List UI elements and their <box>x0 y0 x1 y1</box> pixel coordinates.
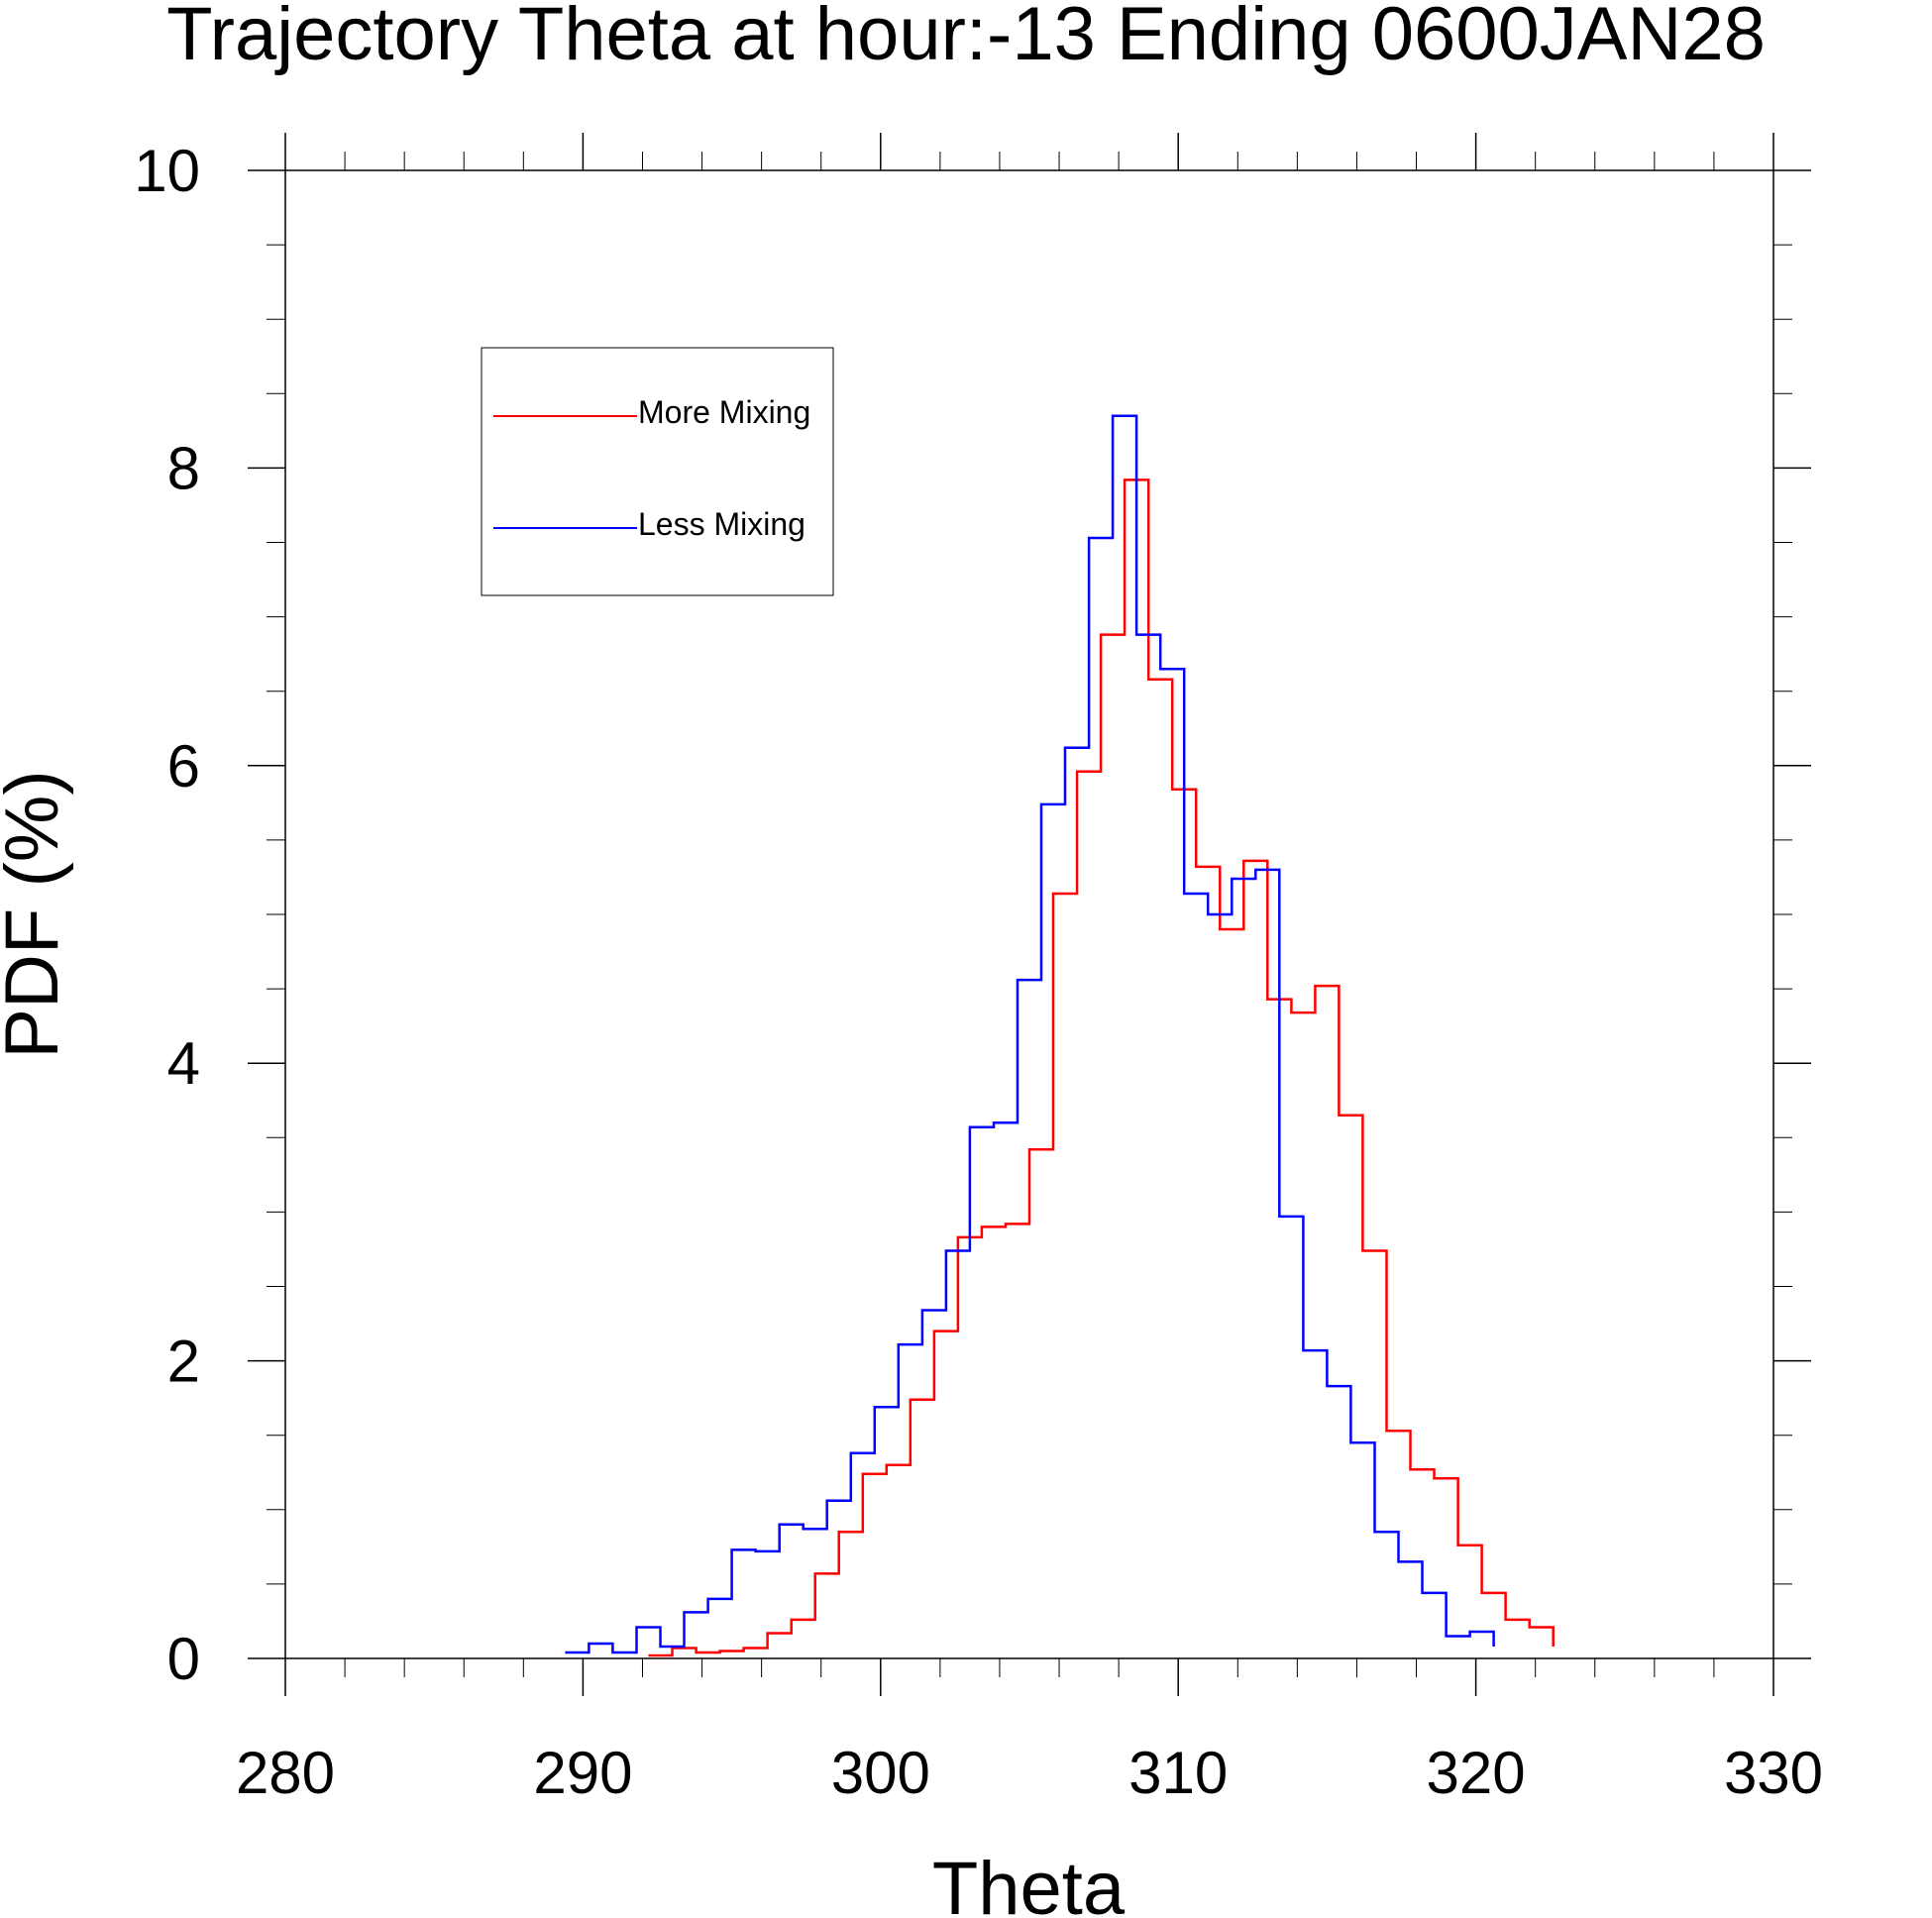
axes: 280 290 300 310 320 330 0 2 4 6 8 10 <box>134 133 1823 1806</box>
x-tick-label: 290 <box>533 1740 632 1806</box>
legend-box <box>481 347 834 596</box>
legend: More Mixing Less Mixing <box>481 347 834 596</box>
x-tick-label: 320 <box>1427 1740 1526 1806</box>
y-tick-label: 6 <box>167 733 200 799</box>
series-line-less-mixing <box>565 414 1495 1654</box>
legend-label-more-mixing: More Mixing <box>638 394 810 430</box>
chart-title: Trajectory Theta at hour:-13 Ending 0600… <box>166 0 1766 76</box>
x-tick-label: 310 <box>1128 1740 1228 1806</box>
y-tick-label: 4 <box>167 1030 200 1097</box>
y-tick-label: 8 <box>167 435 200 501</box>
y-tick-label: 2 <box>167 1329 200 1395</box>
series-layer <box>565 414 1555 1657</box>
x-axis-label: Theta <box>932 1847 1126 1918</box>
x-tick-label: 330 <box>1724 1740 1823 1806</box>
x-tick-label: 300 <box>831 1740 930 1806</box>
y-tick-label: 0 <box>167 1626 200 1692</box>
y-axis-label: PDF (%) <box>0 770 74 1058</box>
series-line-more-mixing <box>648 479 1555 1657</box>
y-tick-label: 10 <box>134 138 200 204</box>
legend-label-less-mixing: Less Mixing <box>638 506 805 542</box>
x-tick-label: 280 <box>236 1740 335 1806</box>
